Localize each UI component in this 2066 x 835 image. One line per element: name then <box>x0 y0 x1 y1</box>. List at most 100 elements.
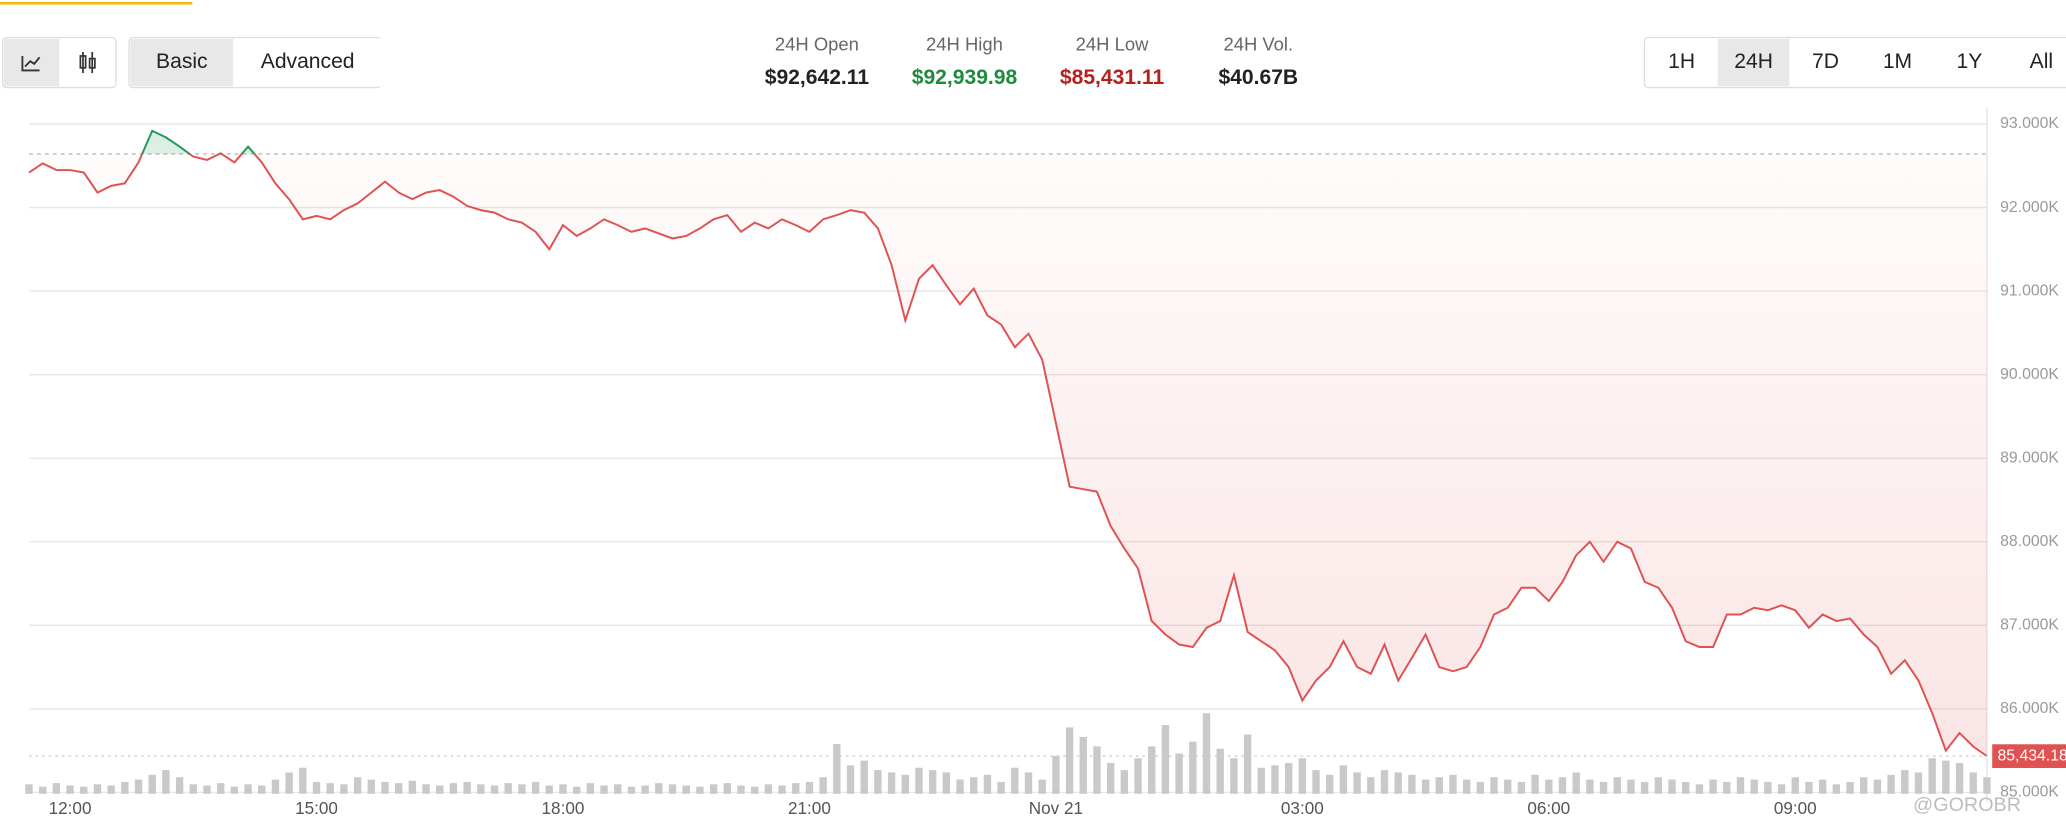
volume-bar <box>846 765 855 794</box>
volume-bar <box>874 770 882 794</box>
volume-bar <box>121 781 129 794</box>
x-tick-label: 15:00 <box>295 799 338 818</box>
volume-bar <box>1011 767 1019 794</box>
volume-bar <box>942 772 951 794</box>
volume-bar <box>956 779 964 794</box>
volume-bar <box>1901 770 1909 794</box>
volume-bar <box>1682 781 1690 794</box>
x-tick-label: Nov 21 <box>1029 799 1083 818</box>
range-button[interactable] <box>1861 38 1934 87</box>
volume-bar <box>983 774 992 794</box>
y-tick-label: 93.000K <box>2000 115 2059 132</box>
volume-bar <box>1408 774 1416 794</box>
volume-bar <box>737 785 745 794</box>
volume-bar <box>148 774 156 794</box>
volume-bar <box>1120 770 1129 794</box>
volume-bar <box>1284 762 1293 794</box>
volume-bar <box>134 779 143 794</box>
volume-bar <box>764 784 773 794</box>
volume-bar <box>1654 777 1663 794</box>
volume-bar <box>189 784 197 794</box>
volume-bar <box>1435 777 1443 794</box>
volume-bar <box>1750 779 1758 794</box>
volume-bar <box>1764 781 1772 794</box>
volume-bar <box>1695 784 1704 794</box>
volume-bar <box>819 777 827 794</box>
volume-bar <box>1202 713 1211 794</box>
volume-bar <box>1462 779 1471 794</box>
volume-bar <box>1777 784 1786 794</box>
volume-bar <box>1148 746 1156 794</box>
range-button[interactable] <box>2005 38 2066 87</box>
range-label: 1Y <box>1957 50 1983 73</box>
volume-bar <box>216 783 225 794</box>
volume-bar <box>25 784 33 794</box>
volume-bar <box>1257 767 1265 794</box>
volume-bar <box>833 744 841 794</box>
volume-bar <box>860 760 868 794</box>
range-button[interactable] <box>1717 38 1790 87</box>
current-price-label: 85,434.18 <box>1997 747 2066 764</box>
volume-bar <box>271 779 280 794</box>
volume-bar <box>1586 779 1594 794</box>
volume-bar <box>1969 772 1977 794</box>
volume-bar <box>1353 772 1361 794</box>
x-tick-label: 18:00 <box>542 799 585 818</box>
volume-bar <box>1298 758 1307 794</box>
volume-bar <box>66 785 74 794</box>
volume-bar <box>504 783 512 794</box>
volume-bar <box>490 785 499 794</box>
x-tick-label: 03:00 <box>1281 799 1324 818</box>
x-tick-label: 09:00 <box>1774 799 1817 818</box>
volume-bar <box>792 783 800 794</box>
volume-bar <box>175 777 184 794</box>
volume-bar <box>1928 758 1936 794</box>
volume-bar <box>1613 777 1621 794</box>
volume-bar <box>1312 770 1320 794</box>
volume-bar <box>1038 779 1046 794</box>
mode-button[interactable] <box>233 38 383 87</box>
mode-label: Basic <box>156 50 208 73</box>
volume-bar <box>572 786 581 794</box>
volume-bar <box>1504 779 1512 794</box>
range-button[interactable] <box>1933 38 2006 87</box>
volume-bar <box>93 784 102 794</box>
volume-bar <box>1134 758 1142 794</box>
volume-bar <box>1326 774 1334 794</box>
volume-bar <box>531 781 540 794</box>
current-price-tag <box>1992 744 2066 768</box>
volume-bar <box>1367 777 1375 794</box>
y-tick-label: 91.000K <box>2000 282 2059 299</box>
stat-label: 24H High <box>926 33 1003 54</box>
stat-label: 24H Open <box>775 33 859 54</box>
line-icon <box>21 55 40 72</box>
volume-bar <box>1024 772 1033 794</box>
volume-bar <box>1860 777 1868 794</box>
volume-bar <box>1490 777 1498 794</box>
volume-bar <box>1517 781 1526 794</box>
volume-bar <box>1106 762 1115 794</box>
volume-bar <box>1873 779 1882 794</box>
range-button[interactable] <box>1789 38 1862 87</box>
top-accent <box>0 1 193 5</box>
volume-bar <box>1476 781 1485 794</box>
volume-bar <box>1640 781 1649 794</box>
stat-value: $40.67B <box>1218 66 1298 89</box>
volume-bar <box>394 783 403 794</box>
volume-bar <box>230 786 239 794</box>
candle-view-button[interactable] <box>60 38 115 87</box>
stat-value: $85,431.11 <box>1060 66 1165 89</box>
stat-value: $92,939.98 <box>912 66 1018 89</box>
range-label: 1M <box>1883 50 1912 73</box>
mode-button[interactable] <box>130 38 234 87</box>
volume-bar <box>1065 727 1074 794</box>
volume-bar <box>1421 779 1430 794</box>
volume-bar <box>422 784 430 794</box>
range-label: All <box>2030 50 2053 73</box>
volume-bar <box>518 784 526 794</box>
price-area <box>28 130 1987 757</box>
volume-bar <box>1339 765 1348 794</box>
volume-bar <box>285 772 293 794</box>
range-button[interactable] <box>1645 38 1718 87</box>
